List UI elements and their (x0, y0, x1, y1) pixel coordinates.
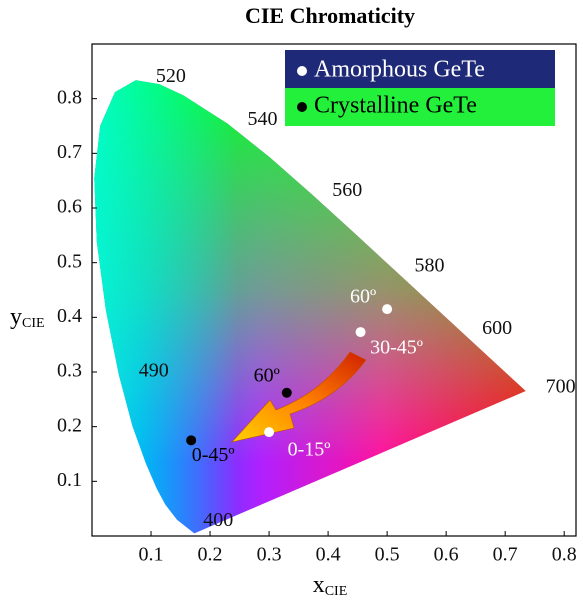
y-axis-label-main: y (10, 304, 22, 330)
data-point (282, 388, 292, 398)
point-label: 30-45º (370, 337, 423, 359)
point-label: 0-45º (192, 444, 235, 466)
point-label: 60º (350, 286, 376, 308)
y-tick-label: 0.4 (57, 305, 82, 327)
x-tick-label: 0.4 (316, 544, 341, 566)
wavelength-label: 490 (139, 359, 169, 381)
x-tick-label: 0.1 (139, 544, 164, 566)
data-point (356, 327, 366, 337)
chart-title: CIE Chromaticity (245, 3, 415, 28)
wavelength-label: 400 (203, 509, 233, 531)
y-tick-label: 0.6 (57, 196, 82, 218)
x-axis-label-sub: CIE (325, 584, 348, 599)
point-label: 60º (254, 364, 280, 386)
x-tick-label: 0.3 (257, 544, 282, 566)
legend-marker (297, 66, 307, 76)
legend-marker (297, 102, 307, 112)
x-axis-label-main: x (313, 572, 325, 598)
x-tick-label: 0.5 (375, 544, 400, 566)
x-tick-label: 0.7 (493, 544, 518, 566)
x-tick-label: 0.6 (434, 544, 459, 566)
legend-label: Amorphous GeTe (314, 57, 485, 83)
x-axis-label: xCIE (313, 572, 348, 600)
y-tick-label: 0.5 (57, 250, 82, 272)
wavelength-label: 580 (415, 255, 445, 277)
y-tick-label: 0.8 (57, 86, 82, 108)
data-point (382, 304, 392, 314)
point-label: 0-15º (288, 439, 331, 461)
y-tick-label: 0.2 (57, 414, 82, 436)
legend: Amorphous GeTe Crystalline GeTe (285, 50, 555, 126)
wavelength-label: 520 (156, 65, 186, 87)
y-axis-label-sub: CIE (22, 316, 45, 331)
x-tick-label: 0.2 (198, 544, 223, 566)
y-axis-label: yCIE (10, 304, 45, 332)
y-tick-label: 0.3 (57, 360, 82, 382)
y-tick-label: 0.1 (57, 469, 82, 491)
x-tick-label: 0.8 (552, 544, 577, 566)
data-point (264, 427, 274, 437)
wavelength-label: 600 (482, 317, 512, 339)
wavelength-label: 700 (546, 376, 576, 398)
legend-label: Crystalline GeTe (314, 93, 477, 119)
y-tick-label: 0.7 (57, 141, 82, 163)
wavelength-label: 540 (248, 108, 278, 130)
chart: CIE Chromaticity Amorphous GeTe Crystall… (0, 0, 583, 606)
wavelength-label: 560 (332, 179, 362, 201)
